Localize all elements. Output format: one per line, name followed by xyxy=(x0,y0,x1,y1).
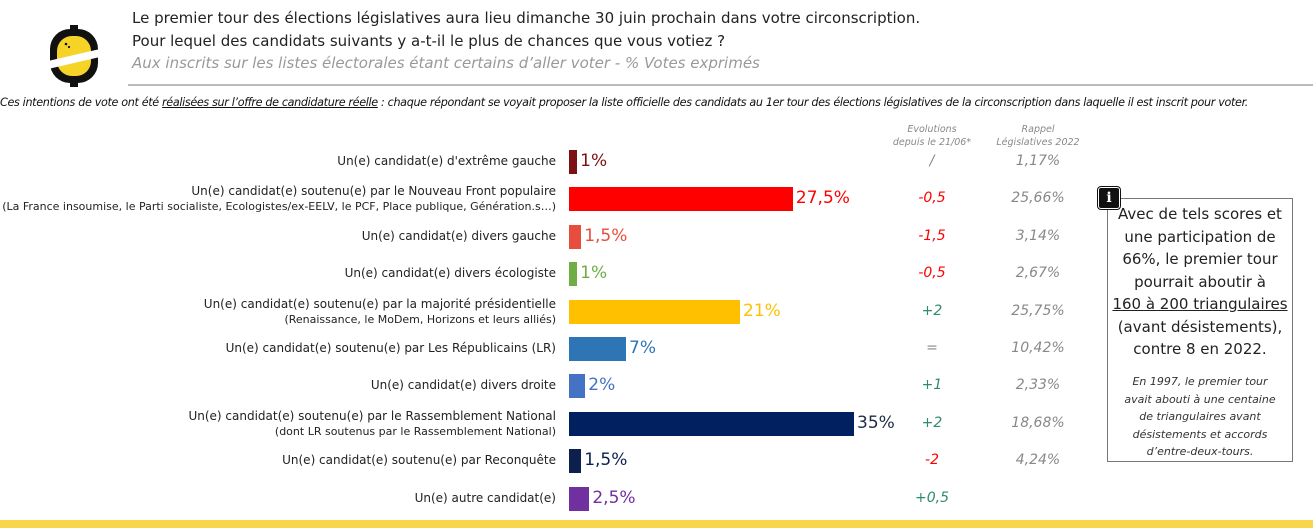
info-sub-line: d’entre-deux-tours. xyxy=(1146,445,1254,458)
evolution-value: +2 xyxy=(921,302,943,319)
category-label: Un(e) candidat(e) d'extrême gauche xyxy=(337,154,556,169)
category-label: Un(e) candidat(e) soutenu(e) par le Nouv… xyxy=(2,184,556,214)
info-sub-line: En 1997, le premier tour xyxy=(1132,375,1268,388)
note-underlined: réalisées sur l’offre de candidature rée… xyxy=(162,96,378,109)
info-line: contre 8 en 2022. xyxy=(1133,340,1267,358)
question-line-1: Le premier tour des élections législativ… xyxy=(132,9,921,27)
bar xyxy=(569,150,578,174)
value-label: 7% xyxy=(629,338,656,358)
question-line-2: Pour lequel des candidats suivants y a-t… xyxy=(132,32,726,50)
category-label-main: Un(e) autre candidat(e) xyxy=(414,490,556,505)
info-sub-line: de triangulaires avant xyxy=(1139,410,1261,423)
value-label: 2% xyxy=(588,375,616,396)
evolution-value: -0,5 xyxy=(918,265,946,282)
info-line-highlight: 160 à 200 triangulaires xyxy=(1112,295,1288,313)
category-label-main: Un(e) candidat(e) soutenu(e) par la majo… xyxy=(203,296,556,311)
info-line: Avec de tels scores et xyxy=(1118,205,1282,223)
category-label-main: Un(e) candidat(e) soutenu(e) par le Rass… xyxy=(188,408,556,423)
value-label: 1% xyxy=(580,151,608,171)
bar xyxy=(569,486,590,511)
category-label: Un(e) autre candidat(e) xyxy=(415,491,556,506)
note-text-end: : chaque répondant se voyait proposer la… xyxy=(377,96,1249,109)
evolution-value: -1,5 xyxy=(918,227,946,244)
category-label-main: Un(e) candidat(e) divers droite xyxy=(370,378,556,393)
value-label: 35% xyxy=(857,412,895,433)
category-label-main: Un(e) candidat(e) soutenu(e) par Les Rép… xyxy=(225,341,556,355)
bar xyxy=(569,187,793,212)
category-label: Un(e) candidat(e) divers écologiste xyxy=(345,266,556,281)
rappel-2022-value: 18,68% xyxy=(1011,414,1065,431)
evolution-value: +0,5 xyxy=(915,489,949,506)
category-label: Un(e) candidat(e) soutenu(e) par Les Rép… xyxy=(226,341,556,356)
question-subtitle: Aux inscrits sur les listes électorales … xyxy=(132,54,760,72)
rappel-header: Rappel Législatives 2022 xyxy=(983,123,1093,149)
rappel-2022-value: 25,66% xyxy=(1011,190,1065,207)
bar xyxy=(569,411,854,436)
evolution-value: +1 xyxy=(921,377,943,394)
category-label: Un(e) candidat(e) soutenu(e) par le Rass… xyxy=(188,409,556,439)
category-label-main: Un(e) candidat(e) soutenu(e) par le Nouv… xyxy=(191,184,556,199)
rappel-header-line: Législatives 2022 xyxy=(996,137,1080,148)
info-sub-line: avait abouti à une centaine xyxy=(1124,392,1276,406)
evolutions-header-line: depuis le 21/06* xyxy=(892,137,972,148)
rappel-2022-value: 2,67% xyxy=(1015,265,1061,282)
category-label-main: Un(e) candidat(e) divers écologiste xyxy=(344,266,556,281)
info-secondary-text: En 1997, le premier tour avait abouti à … xyxy=(1112,373,1288,461)
category-label-main: Un(e) candidat(e) divers gauche xyxy=(361,228,556,243)
bar xyxy=(569,374,586,399)
evolutions-header-line: Evolutions xyxy=(907,124,957,135)
info-line: (avant désistements), xyxy=(1117,317,1283,336)
info-icon: i xyxy=(1097,186,1121,210)
evolution-value: +2 xyxy=(921,414,943,431)
rappel-2022-value: 10,42% xyxy=(1011,340,1065,356)
category-label: Un(e) candidat(e) soutenu(e) par la majo… xyxy=(204,297,556,327)
info-line: pourrait aboutir à xyxy=(1134,272,1266,291)
info-line: une participation de xyxy=(1124,227,1276,246)
rappel-header-line: Rappel xyxy=(1021,124,1055,135)
footer-bar xyxy=(0,520,1313,528)
logo xyxy=(48,25,100,87)
bar xyxy=(569,337,626,361)
rappel-2022-value: 25,75% xyxy=(1011,302,1065,319)
rappel-2022-value: 1,17% xyxy=(1015,153,1061,169)
info-line: 66%, le premier tour xyxy=(1122,250,1278,268)
evolution-value: -0,5 xyxy=(918,190,946,207)
category-label-sub: (Renaissance, le MoDem, Horizons et leur… xyxy=(284,312,556,326)
methodology-note: Ces intentions de vote ont été réalisées… xyxy=(0,96,1248,109)
category-label-sub: (La France insoumise, le Parti socialist… xyxy=(2,200,556,214)
category-label: Un(e) candidat(e) divers gauche xyxy=(362,229,556,244)
category-label: Un(e) candidat(e) soutenu(e) par Reconqu… xyxy=(282,453,556,468)
value-label: 21% xyxy=(743,300,781,321)
bar xyxy=(569,262,578,287)
bar xyxy=(569,299,740,324)
bar xyxy=(569,449,582,474)
value-label: 1,5% xyxy=(584,450,628,471)
divider xyxy=(128,84,1313,86)
evolution-value: = xyxy=(926,340,938,356)
evolution-value: -2 xyxy=(925,452,939,469)
category-label: Un(e) candidat(e) divers droite xyxy=(371,378,556,393)
category-label-main: Un(e) candidat(e) d'extrême gauche xyxy=(337,154,556,168)
rappel-2022-value: 3,14% xyxy=(1015,227,1061,244)
category-label-main: Un(e) candidat(e) soutenu(e) par Reconqu… xyxy=(282,453,556,468)
bar xyxy=(569,224,582,249)
rappel-2022-value: 2,33% xyxy=(1015,377,1061,394)
category-label-sub: (dont LR soutenus par le Rassemblement N… xyxy=(274,424,556,438)
value-label: 1,5% xyxy=(584,225,628,246)
info-sub-line: désistements et accords xyxy=(1132,427,1268,441)
info-main-text: Avec de tels scores et une participation… xyxy=(1108,203,1292,361)
value-label: 2,5% xyxy=(592,487,636,508)
info-box: Avec de tels scores et une participation… xyxy=(1107,198,1293,462)
value-label: 1% xyxy=(580,263,608,284)
note-text: Ces intentions de vote ont été xyxy=(0,96,163,109)
value-label: 27,5% xyxy=(795,188,850,209)
evolutions-header: Evolutions depuis le 21/06* xyxy=(877,123,987,149)
rappel-2022-value: 4,24% xyxy=(1015,452,1061,469)
evolution-value: / xyxy=(929,153,935,169)
